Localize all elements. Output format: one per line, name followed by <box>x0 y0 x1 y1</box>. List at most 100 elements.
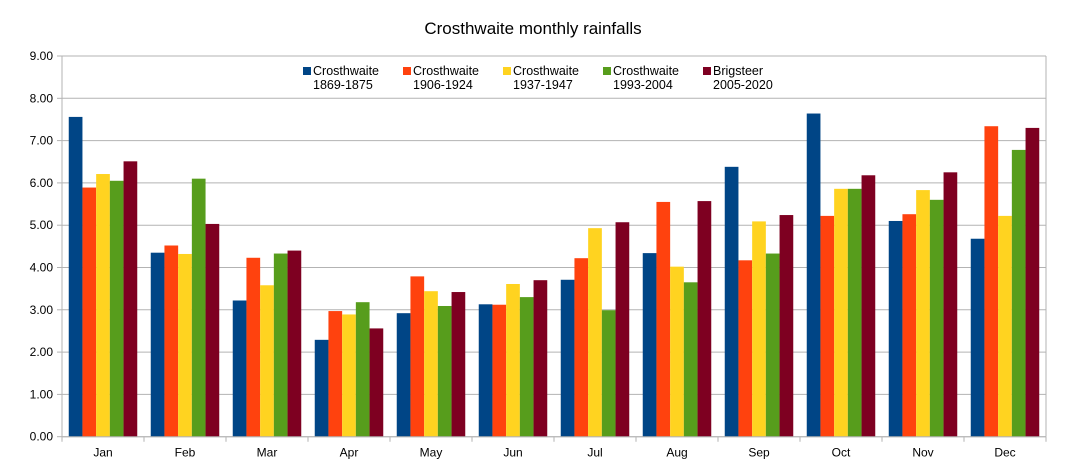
bars <box>68 113 1040 437</box>
bar-jul-series-4 <box>601 310 616 437</box>
x-tick-label: Nov <box>912 446 933 460</box>
bar-mar-series-2 <box>246 257 261 437</box>
x-tick-label: May <box>420 446 443 460</box>
bar-may-series-1 <box>396 313 411 437</box>
legend-swatch <box>403 67 411 75</box>
bar-sep-series-5 <box>779 215 794 437</box>
y-tick-label: 5.00 <box>30 218 54 232</box>
bar-mar-series-4 <box>273 253 288 437</box>
legend-label: 1993-2004 <box>613 78 673 92</box>
x-tick-label: Feb <box>175 446 196 460</box>
bar-jan-series-3 <box>96 174 110 437</box>
bar-jul-series-2 <box>574 258 589 437</box>
bar-dec-series-1 <box>970 238 985 437</box>
x-tick-label: Jun <box>503 446 522 460</box>
bar-jun-series-1 <box>478 304 493 437</box>
bar-jul-series-1 <box>560 279 575 437</box>
bar-jun-series-2 <box>492 304 507 437</box>
legend-label: Crosthwaite <box>413 64 479 78</box>
bar-feb-series-2 <box>164 245 179 437</box>
legend-label: 1937-1947 <box>513 78 573 92</box>
bar-dec-series-3 <box>998 215 1012 437</box>
bar-feb-series-4 <box>191 178 206 437</box>
chart-title: Crosthwaite monthly rainfalls <box>424 19 641 38</box>
legend-label: Crosthwaite <box>513 64 579 78</box>
bar-oct-series-2 <box>820 215 835 437</box>
gridlines <box>62 55 1046 438</box>
bar-aug-series-5 <box>697 201 712 437</box>
bar-oct-series-5 <box>861 175 876 437</box>
legend-label: 2005-2020 <box>713 78 773 92</box>
bar-feb-series-1 <box>150 252 165 437</box>
bar-feb-series-5 <box>205 223 220 437</box>
legend-label: 1869-1875 <box>313 78 373 92</box>
bar-oct-series-1 <box>806 113 821 437</box>
bar-nov-series-5 <box>943 172 958 437</box>
bar-jan-series-4 <box>109 180 124 437</box>
bar-apr-series-5 <box>369 328 384 437</box>
y-tick-label: 3.00 <box>30 303 54 317</box>
axes: 0.00 1.00 2.00 3.00 4.00 5.00 6.00 7.00 8.00 9.00… <box>30 49 1047 460</box>
bar-apr-series-4 <box>355 302 370 437</box>
bar-dec-series-5 <box>1025 127 1040 437</box>
legend-swatch <box>703 67 711 75</box>
bar-sep-series-2 <box>738 260 753 437</box>
bar-nov-series-1 <box>888 220 903 437</box>
y-tick-label: 1.00 <box>30 387 54 401</box>
y-tick-label: 8.00 <box>30 91 54 105</box>
bar-sep-series-4 <box>765 253 780 437</box>
bar-mar-series-3 <box>260 285 274 437</box>
y-tick-label: 6.00 <box>30 176 54 190</box>
legend-swatch <box>603 67 611 75</box>
bar-jul-series-5 <box>615 222 630 437</box>
x-tick-label: Sep <box>748 446 770 460</box>
bar-apr-series-3 <box>342 314 356 437</box>
bar-may-series-2 <box>410 276 425 437</box>
bar-feb-series-3 <box>178 253 192 437</box>
legend-swatch <box>503 67 511 75</box>
y-tick-label: 2.00 <box>30 345 54 359</box>
bar-may-series-5 <box>451 292 466 437</box>
bar-aug-series-3 <box>670 266 684 437</box>
legend-label: Crosthwaite <box>613 64 679 78</box>
bar-jan-series-1 <box>68 116 83 437</box>
x-tick-label: Dec <box>994 446 1015 460</box>
bar-sep-series-1 <box>724 166 739 437</box>
bar-aug-series-4 <box>683 282 698 437</box>
legend-label: Crosthwaite <box>313 64 379 78</box>
x-tick-label: Mar <box>257 446 278 460</box>
bar-may-series-3 <box>424 291 438 437</box>
bar-mar-series-5 <box>287 250 302 437</box>
legend: Crosthwaite1869-1875Crosthwaite1906-1924… <box>303 64 773 92</box>
bar-jun-series-4 <box>519 297 534 437</box>
bar-nov-series-4 <box>929 199 944 437</box>
bar-mar-series-1 <box>232 300 247 437</box>
bar-jan-series-2 <box>82 187 97 437</box>
bar-oct-series-4 <box>847 188 862 437</box>
bar-nov-series-3 <box>916 190 930 437</box>
bar-sep-series-3 <box>752 221 766 437</box>
bar-oct-series-3 <box>834 188 848 437</box>
y-tick-label: 7.00 <box>30 134 54 148</box>
y-tick-label: 9.00 <box>30 49 54 63</box>
y-tick-label: 0.00 <box>30 430 54 444</box>
y-tick-label: 4.00 <box>30 261 54 275</box>
bar-aug-series-2 <box>656 201 671 437</box>
bar-jun-series-3 <box>506 283 520 437</box>
bar-apr-series-1 <box>314 339 329 437</box>
legend-label: Brigsteer <box>713 64 763 78</box>
bar-nov-series-2 <box>902 214 917 437</box>
x-tick-label: Apr <box>340 446 359 460</box>
legend-swatch <box>303 67 311 75</box>
bar-jul-series-3 <box>588 228 602 437</box>
x-tick-label: Jul <box>587 446 602 460</box>
x-tick-label: Oct <box>832 446 851 460</box>
bar-apr-series-2 <box>328 311 343 437</box>
bar-may-series-4 <box>437 305 452 437</box>
bar-jun-series-5 <box>533 280 548 437</box>
x-tick-label: Aug <box>666 446 687 460</box>
x-tick-label: Jan <box>93 446 112 460</box>
bar-aug-series-1 <box>642 253 657 437</box>
bar-jan-series-5 <box>123 161 138 437</box>
